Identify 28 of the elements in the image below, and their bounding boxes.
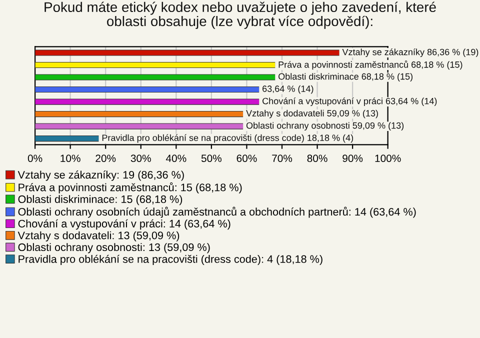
data-label: Oblasti diskriminace 68,18 % (15) (278, 73, 412, 82)
x-tick-label: 80% (307, 154, 328, 162)
x-tick-label: 0% (28, 154, 42, 162)
data-label: Práva a povinnosti zaměstnanců 68,18 % (15) (278, 60, 462, 70)
legend-label: Vztahy s dodavateli: 13 (59,09 %) (18, 231, 180, 242)
data-label: Oblasti ochrany osobnosti 59,09 % (13) (246, 122, 404, 130)
legend-label: Pravidla pro oblékání se na pracovišti (dress code): 4 (18,18 %) (18, 254, 322, 266)
x-tick-label: 60% (236, 154, 257, 162)
data-label: Vztahy s dodavateli 59,09 % (13) (246, 110, 378, 118)
legend-label: Vztahy se zákazníky: 19 (86,36 %) (18, 170, 184, 181)
data-label: Pravidla pro oblékání se na pracovišti (dress code) 18,18 % (4) (102, 134, 354, 143)
legend-label: Oblasti ochrany osobních údajů zaměstnanců a obchodních partnerů: 14 (63,64 %) (18, 206, 416, 218)
data-label: Vztahy se zákazníky 86,36 % (19) (342, 48, 478, 58)
x-tick-label: 70% (272, 154, 292, 162)
chart-title: Pokud máte etický kodex nebo uvažujete o jeho zavedení, které oblasti obsahuje (lze vybrat více odpovědí): (44, 2, 436, 29)
x-tick-label: 90% (342, 154, 363, 162)
legend-label: Oblasti diskriminace: 15 (68,18 %) (18, 195, 182, 206)
x-tick-label: 10% (60, 154, 80, 162)
x-tick-label: 20% (96, 154, 116, 162)
x-tick-label: 30% (130, 154, 151, 162)
legend-label: Práva a povinnosti zaměstnanců: 15 (68,18 %) (18, 182, 242, 194)
data-label: 63,64 % (14) (262, 85, 314, 94)
x-tick-label: 50% (201, 154, 222, 162)
legend-label: Oblasti ochrany osobnosti: 13 (59,09 %) (18, 243, 210, 254)
x-tick-label: 40% (166, 154, 186, 162)
x-tick-label: 100% (375, 154, 401, 162)
legend-label: Chování a vystupování v práci: 14 (63,64 %) (18, 219, 230, 230)
data-label: Chování a vystupování v práci 63,64 % (14) (262, 98, 437, 106)
